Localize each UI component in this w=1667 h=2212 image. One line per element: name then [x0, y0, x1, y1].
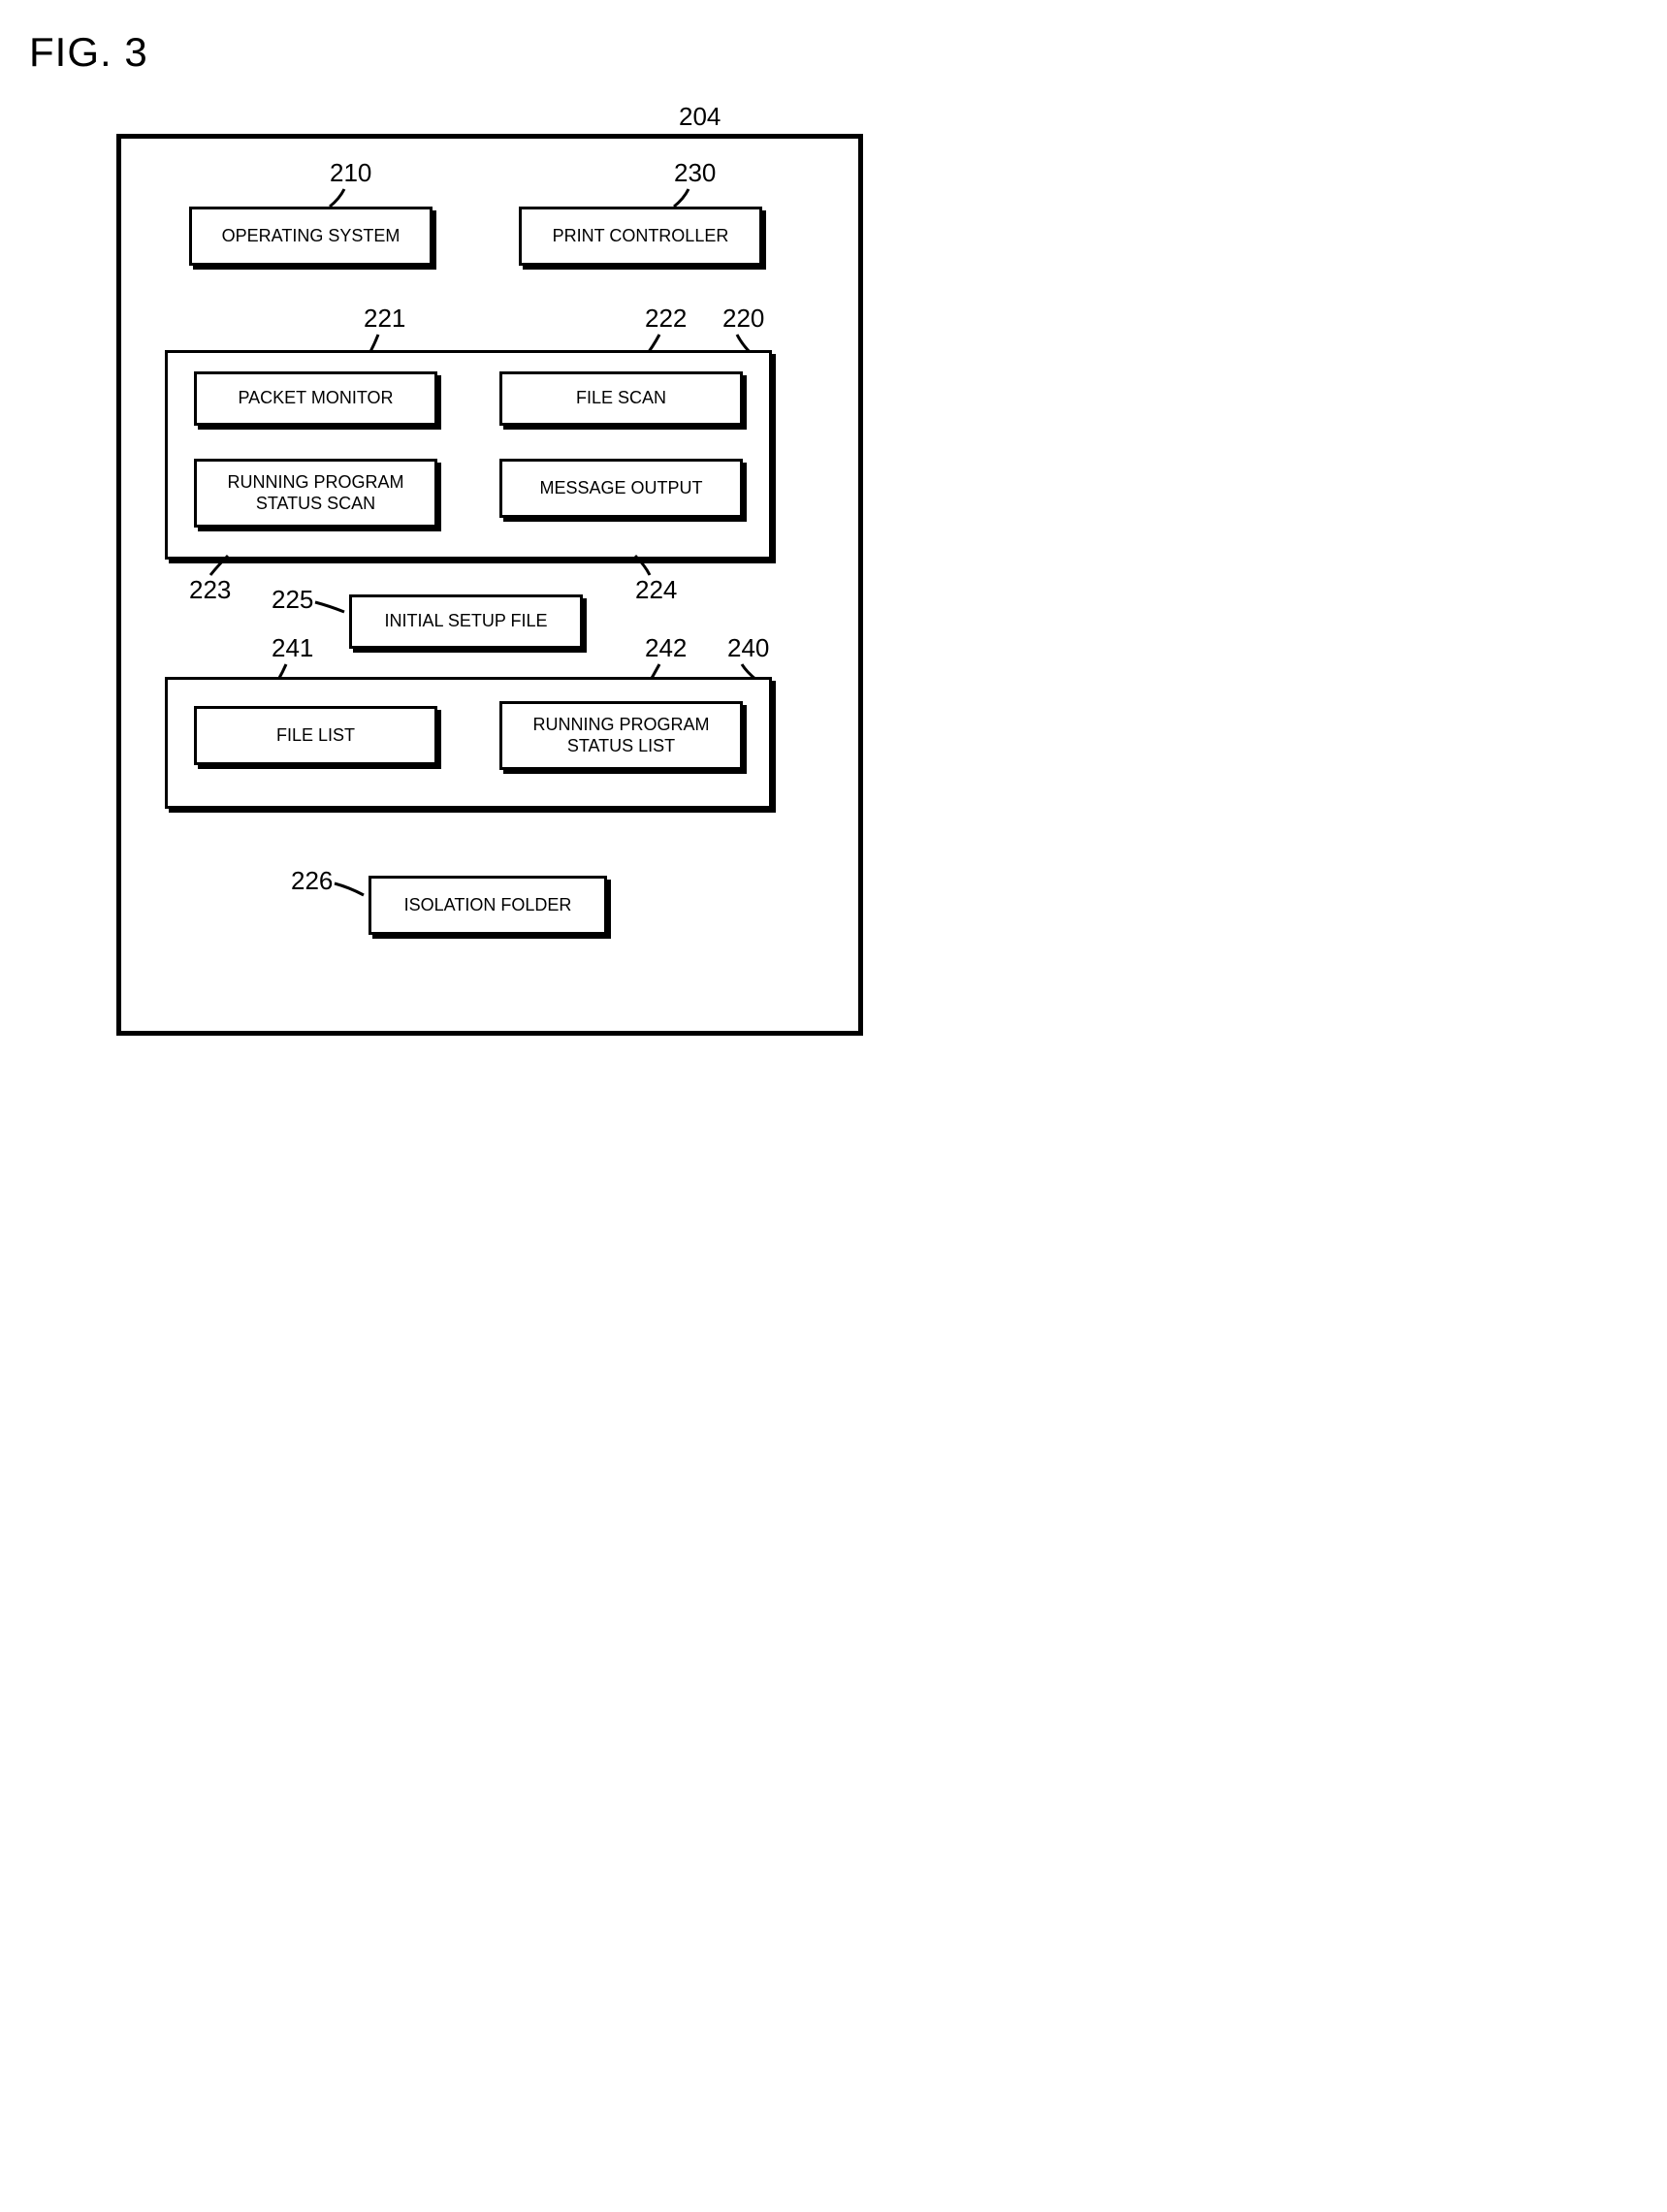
label-packet-monitor: PACKET MONITOR — [238, 388, 393, 409]
container-204: 210 OPERATING SYSTEM 230 PRINT CONTROLLE… — [116, 134, 863, 1036]
ref-222: 222 — [645, 304, 687, 334]
ref-204: 204 — [679, 102, 721, 132]
label-running-program-status-scan: RUNNING PROGRAM STATUS SCAN — [227, 472, 403, 514]
label-print-controller: PRINT CONTROLLER — [553, 226, 729, 247]
box-running-program-status-list: RUNNING PROGRAM STATUS LIST — [499, 701, 743, 770]
ref-220: 220 — [722, 304, 764, 334]
label-message-output: MESSAGE OUTPUT — [539, 478, 702, 499]
label-isolation-folder: ISOLATION FOLDER — [404, 895, 572, 916]
label-operating-system: OPERATING SYSTEM — [222, 226, 401, 247]
box-initial-setup-file: INITIAL SETUP FILE — [349, 594, 583, 649]
ref-242: 242 — [645, 633, 687, 663]
ref-230: 230 — [674, 158, 716, 188]
box-operating-system: OPERATING SYSTEM — [189, 207, 433, 266]
figure-title: FIG. 3 — [29, 29, 1648, 76]
ref-210: 210 — [330, 158, 371, 188]
box-running-program-status-scan: RUNNING PROGRAM STATUS SCAN — [194, 459, 437, 528]
box-file-list: FILE LIST — [194, 706, 437, 765]
label-file-scan: FILE SCAN — [576, 388, 666, 409]
box-packet-monitor: PACKET MONITOR — [194, 371, 437, 426]
box-message-output: MESSAGE OUTPUT — [499, 459, 743, 518]
box-isolation-folder: ISOLATION FOLDER — [369, 876, 607, 935]
ref-221: 221 — [364, 304, 405, 334]
label-initial-setup-file: INITIAL SETUP FILE — [384, 611, 547, 632]
ref-223: 223 — [189, 575, 231, 605]
box-file-scan: FILE SCAN — [499, 371, 743, 426]
label-running-program-status-list: RUNNING PROGRAM STATUS LIST — [532, 715, 709, 756]
ref-241: 241 — [272, 633, 313, 663]
ref-226: 226 — [291, 866, 333, 896]
ref-224: 224 — [635, 575, 677, 605]
label-file-list: FILE LIST — [276, 725, 355, 747]
ref-225: 225 — [272, 585, 313, 615]
ref-240: 240 — [727, 633, 769, 663]
box-print-controller: PRINT CONTROLLER — [519, 207, 762, 266]
